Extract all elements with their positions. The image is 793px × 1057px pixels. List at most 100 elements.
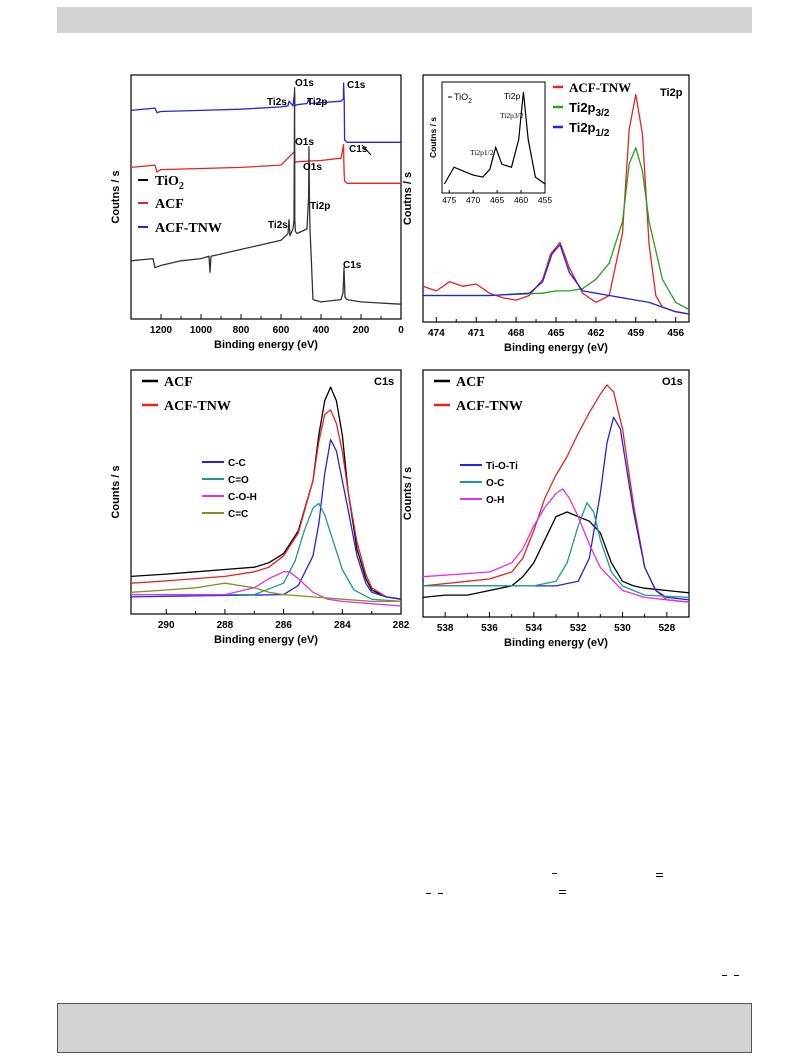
- series-line-ti2p3-2: [423, 147, 690, 310]
- x-tick-label: 200: [353, 325, 370, 336]
- series-line-c-o-h: [131, 571, 402, 607]
- ti2p-spectrum-chart: 474 471 468 465 462 459 456 Binding energy (eV)…: [400, 72, 700, 372]
- x-tick-label: 462: [588, 328, 605, 339]
- component-legend-label-o-h: O-H: [486, 495, 504, 506]
- x-tick-label: 474: [428, 328, 445, 339]
- mark-dash: [438, 893, 443, 894]
- chart-svg: 474 471 468 465 462 459 456 Binding energy (eV)…: [402, 74, 690, 354]
- mark-dash: [722, 975, 727, 976]
- legend-label-ti2p1-2: Ti2p1/2: [569, 120, 610, 139]
- inset-x-tick-label: 460: [514, 195, 528, 205]
- mark-dash: [552, 873, 557, 874]
- x-axis-label: Binding energy (eV): [214, 339, 318, 351]
- mark-dash: [559, 893, 566, 894]
- x-tick-label: 536: [481, 623, 498, 634]
- x-tick-label: 456: [667, 328, 684, 339]
- peak-label-ti2s: Ti2s: [268, 220, 288, 231]
- inset-label-ti2p: Ti2p: [504, 91, 520, 101]
- panel-label: Ti2p: [660, 87, 683, 99]
- legend-label-acf-tnw: ACF-TNW: [456, 399, 523, 414]
- legend-label-acf-tnw: ACF-TNW: [155, 221, 222, 236]
- inset-x-tick-label: 475: [442, 195, 456, 205]
- plot-frame: [130, 369, 402, 615]
- x-tick-label: 1000: [190, 325, 213, 336]
- series-line-c-c: [130, 438, 402, 600]
- peak-label-ti2s: Ti2s: [267, 97, 287, 108]
- y-axis-label: Coutns / s: [402, 172, 414, 225]
- panel-label: C1s: [374, 376, 394, 388]
- peak-label-ti2p: Ti2p: [310, 201, 330, 212]
- chart-svg: 1200 1000 800 600 400 200 0 Binding energy (eV)…: [110, 74, 404, 351]
- inset-label-ti2p1-2: Ti2p1/2: [470, 148, 494, 157]
- component-legend-label-ti-o-ti: Ti-O-Ti: [486, 461, 518, 472]
- x-tick-label: 530: [614, 623, 631, 634]
- series-line-c-c: [130, 582, 401, 603]
- inset-x-tick-label: 465: [490, 195, 504, 205]
- x-tick-label: 288: [217, 620, 234, 631]
- peak-label-c1s: C1s: [349, 144, 368, 155]
- series-line-acf-tnw: [130, 409, 402, 600]
- x-tick-label: 532: [570, 623, 587, 634]
- series-line-acf-tnw: [422, 93, 690, 315]
- series-line-ti2p1-2: [423, 244, 690, 315]
- inset-y-axis-label: Coutns / s: [428, 117, 438, 158]
- legend-label-tio: TiO2: [155, 174, 184, 192]
- inset-x-tick-label: 455: [538, 195, 552, 205]
- mark-dash: [656, 876, 663, 877]
- inset-x-tick-label: 470: [466, 195, 480, 205]
- o1s-spectrum-chart: 538 536 534 532 530 528 Binding energy (eV) Cou…: [400, 365, 700, 665]
- y-axis-label: Counts / s: [110, 465, 122, 518]
- series-line-o-h: [422, 488, 690, 603]
- series-line-o-c: [423, 502, 690, 599]
- c1s-spectrum-chart: 290 288 286 284 282 Binding energy (eV) Counts…: [100, 365, 410, 665]
- peak-label-c1s: C1s: [343, 260, 362, 271]
- mark-dash: [734, 975, 739, 976]
- chart-svg: 290 288 286 284 282 Binding energy (eV) Counts…: [110, 369, 410, 646]
- x-tick-label: 290: [158, 620, 175, 631]
- inset-label-ti2p3-2: Ti2p3/2: [500, 111, 524, 120]
- legend-label-acf: ACF: [155, 197, 184, 212]
- x-tick-label: 528: [658, 623, 675, 634]
- chart-svg: 538 536 534 532 530 528 Binding energy (eV) Cou…: [402, 369, 690, 649]
- series-line-ti-o-ti: [423, 416, 690, 601]
- x-tick-label: 284: [334, 620, 351, 631]
- peak-label-ti2p: Ti2p: [307, 97, 327, 108]
- x-tick-label: 0: [398, 325, 404, 336]
- series-line-acf-tnw: [130, 82, 401, 143]
- inset-series-line: [443, 91, 546, 185]
- y-axis-label: Coutns / s: [110, 170, 122, 223]
- x-tick-label: 538: [437, 623, 454, 634]
- series-line-tio2: [130, 86, 402, 305]
- component-legend-label-o-c: O-C: [486, 478, 504, 489]
- plot-frame: [130, 74, 402, 320]
- series-line-acf: [422, 511, 690, 599]
- x-tick-label: 400: [313, 325, 330, 336]
- x-axis-label: Binding energy (eV): [504, 342, 608, 354]
- component-legend-label-c-o: C=O: [228, 475, 249, 486]
- x-tick-label: 534: [525, 623, 542, 634]
- y-axis-label: Counts / s: [402, 467, 414, 520]
- component-legend-label-c-o-h: C-O-H: [228, 492, 257, 503]
- legend-label-ti2p3-2: Ti2p3/2: [569, 100, 610, 119]
- x-tick-label: 282: [393, 620, 410, 631]
- page-header-bar: [57, 7, 752, 33]
- page-footer-box: [57, 1003, 752, 1053]
- legend-label-acf: ACF: [456, 375, 485, 390]
- x-axis-label: Binding energy (eV): [214, 634, 318, 646]
- panel-label: O1s: [662, 376, 683, 388]
- peak-label-o1s: O1s: [295, 78, 314, 89]
- legend-label-acf-tnw: ACF-TNW: [569, 80, 631, 95]
- mark-dash: [656, 873, 663, 874]
- peak-label-o1s: O1s: [295, 137, 314, 148]
- mark-dash: [426, 893, 431, 894]
- x-axis-label: Binding energy (eV): [504, 637, 608, 649]
- x-tick-label: 800: [233, 325, 250, 336]
- x-tick-label: 286: [275, 620, 292, 631]
- inset-legend-label: TiO2: [454, 92, 472, 105]
- x-tick-label: 1200: [150, 325, 173, 336]
- x-tick-label: 471: [468, 328, 485, 339]
- peak-pointer: [361, 144, 372, 156]
- x-tick-label: 468: [508, 328, 525, 339]
- component-legend-label-c-c: C=C: [228, 509, 248, 520]
- mark-dash: [559, 890, 566, 891]
